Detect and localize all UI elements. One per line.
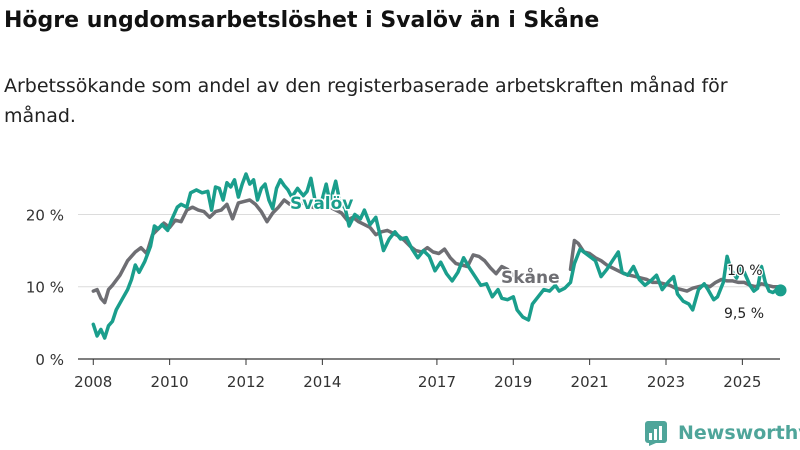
- x-tick-label: 2008: [74, 373, 112, 391]
- series-lines: [91, 172, 783, 340]
- brand-logo[interactable]: Newsworthy: [644, 420, 800, 446]
- series-line-svalov: [91, 172, 783, 340]
- x-axis-ticks: 2008 2010 2012 2014 2017 2019 2021 2023 2025: [74, 359, 761, 391]
- y-tick-label: 20 %: [26, 206, 64, 224]
- brand-name: Newsworthy: [678, 422, 800, 444]
- x-tick-label: 2021: [571, 373, 609, 391]
- series-line-skane-2020: [568, 238, 783, 293]
- chart-title: Högre ungdomsarbetslöshet i Svalöv än i …: [4, 8, 600, 33]
- bar-chart-logo-icon: [645, 421, 667, 446]
- x-tick-label: 2023: [647, 373, 685, 391]
- chart-subtitle: Arbetssökande som andel av den registerb…: [4, 75, 728, 127]
- skane-end-value-label: 10 %: [727, 263, 763, 279]
- x-tick-label: 2025: [723, 373, 761, 391]
- series-label-skane: Skåne: [501, 266, 560, 288]
- x-tick-label: 2017: [418, 373, 456, 391]
- y-axis-tick-labels: 0 % 10 % 20 %: [26, 206, 64, 369]
- x-tick-label: 2010: [151, 373, 189, 391]
- series-label-svalov: Svalöv: [290, 194, 353, 214]
- series-labels: Svalöv Skåne 10 % 9,5 %: [289, 193, 787, 323]
- svalov-end-point: [774, 284, 787, 297]
- x-tick-label: 2019: [494, 373, 532, 391]
- x-tick-label: 2014: [303, 373, 341, 391]
- svalov-end-value-label: 9,5 %: [724, 306, 764, 322]
- x-tick-label: 2012: [227, 373, 265, 391]
- y-tick-label: 10 %: [26, 279, 64, 297]
- y-tick-label: 0 %: [35, 351, 64, 369]
